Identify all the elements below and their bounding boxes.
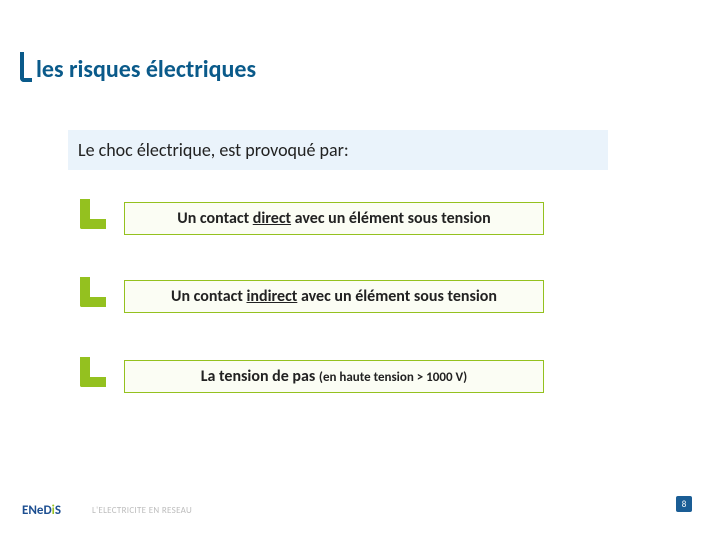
bullet-text-post: avec un élément sous tension: [291, 209, 491, 228]
subtitle-text: Le choc électrique, est provoqué par:: [78, 139, 349, 161]
logo: ENeDiS: [22, 502, 82, 518]
slide: les risques électriques Le choc électriq…: [0, 0, 720, 540]
bullet-box: Un contact indirect avec un élément sous…: [124, 280, 544, 313]
title-block: les risques électriques: [20, 52, 256, 84]
slide-title: les risques électriques: [36, 55, 256, 84]
bullet-text-pre: Un contact: [171, 287, 246, 306]
title-corner-icon: [20, 52, 32, 82]
bullet-arrow-icon: [80, 199, 106, 229]
bullet-row: La tension de pas (en haute tension > 10…: [80, 360, 544, 393]
bullet-text-post: avec un élément sous tension: [297, 287, 497, 306]
logo-text: ENeDiS: [22, 503, 61, 518]
bullet-arrow-icon: [80, 277, 106, 307]
bullet-row: Un contact direct avec un élément sous t…: [80, 202, 544, 235]
bullet-text-pre: Un contact: [177, 209, 252, 228]
bullet-text-pre: La tension de pas: [201, 367, 319, 386]
footer-tagline: L'ELECTRICITE EN RESEAU: [92, 505, 192, 516]
page-number: 8: [676, 496, 692, 512]
subtitle-bar: Le choc électrique, est provoqué par:: [68, 130, 608, 170]
footer: ENeDiS L'ELECTRICITE EN RESEAU: [22, 502, 192, 518]
bullet-box: La tension de pas (en haute tension > 10…: [124, 360, 544, 393]
bullet-text-underline: direct: [253, 209, 291, 228]
bullet-row: Un contact indirect avec un élément sous…: [80, 280, 544, 313]
bullet-arrow-icon: [80, 357, 106, 387]
bullet-text-underline: indirect: [246, 287, 297, 306]
bullet-text-paren: (en haute tension > 1000 V): [319, 370, 467, 385]
bullet-box: Un contact direct avec un élément sous t…: [124, 202, 544, 235]
